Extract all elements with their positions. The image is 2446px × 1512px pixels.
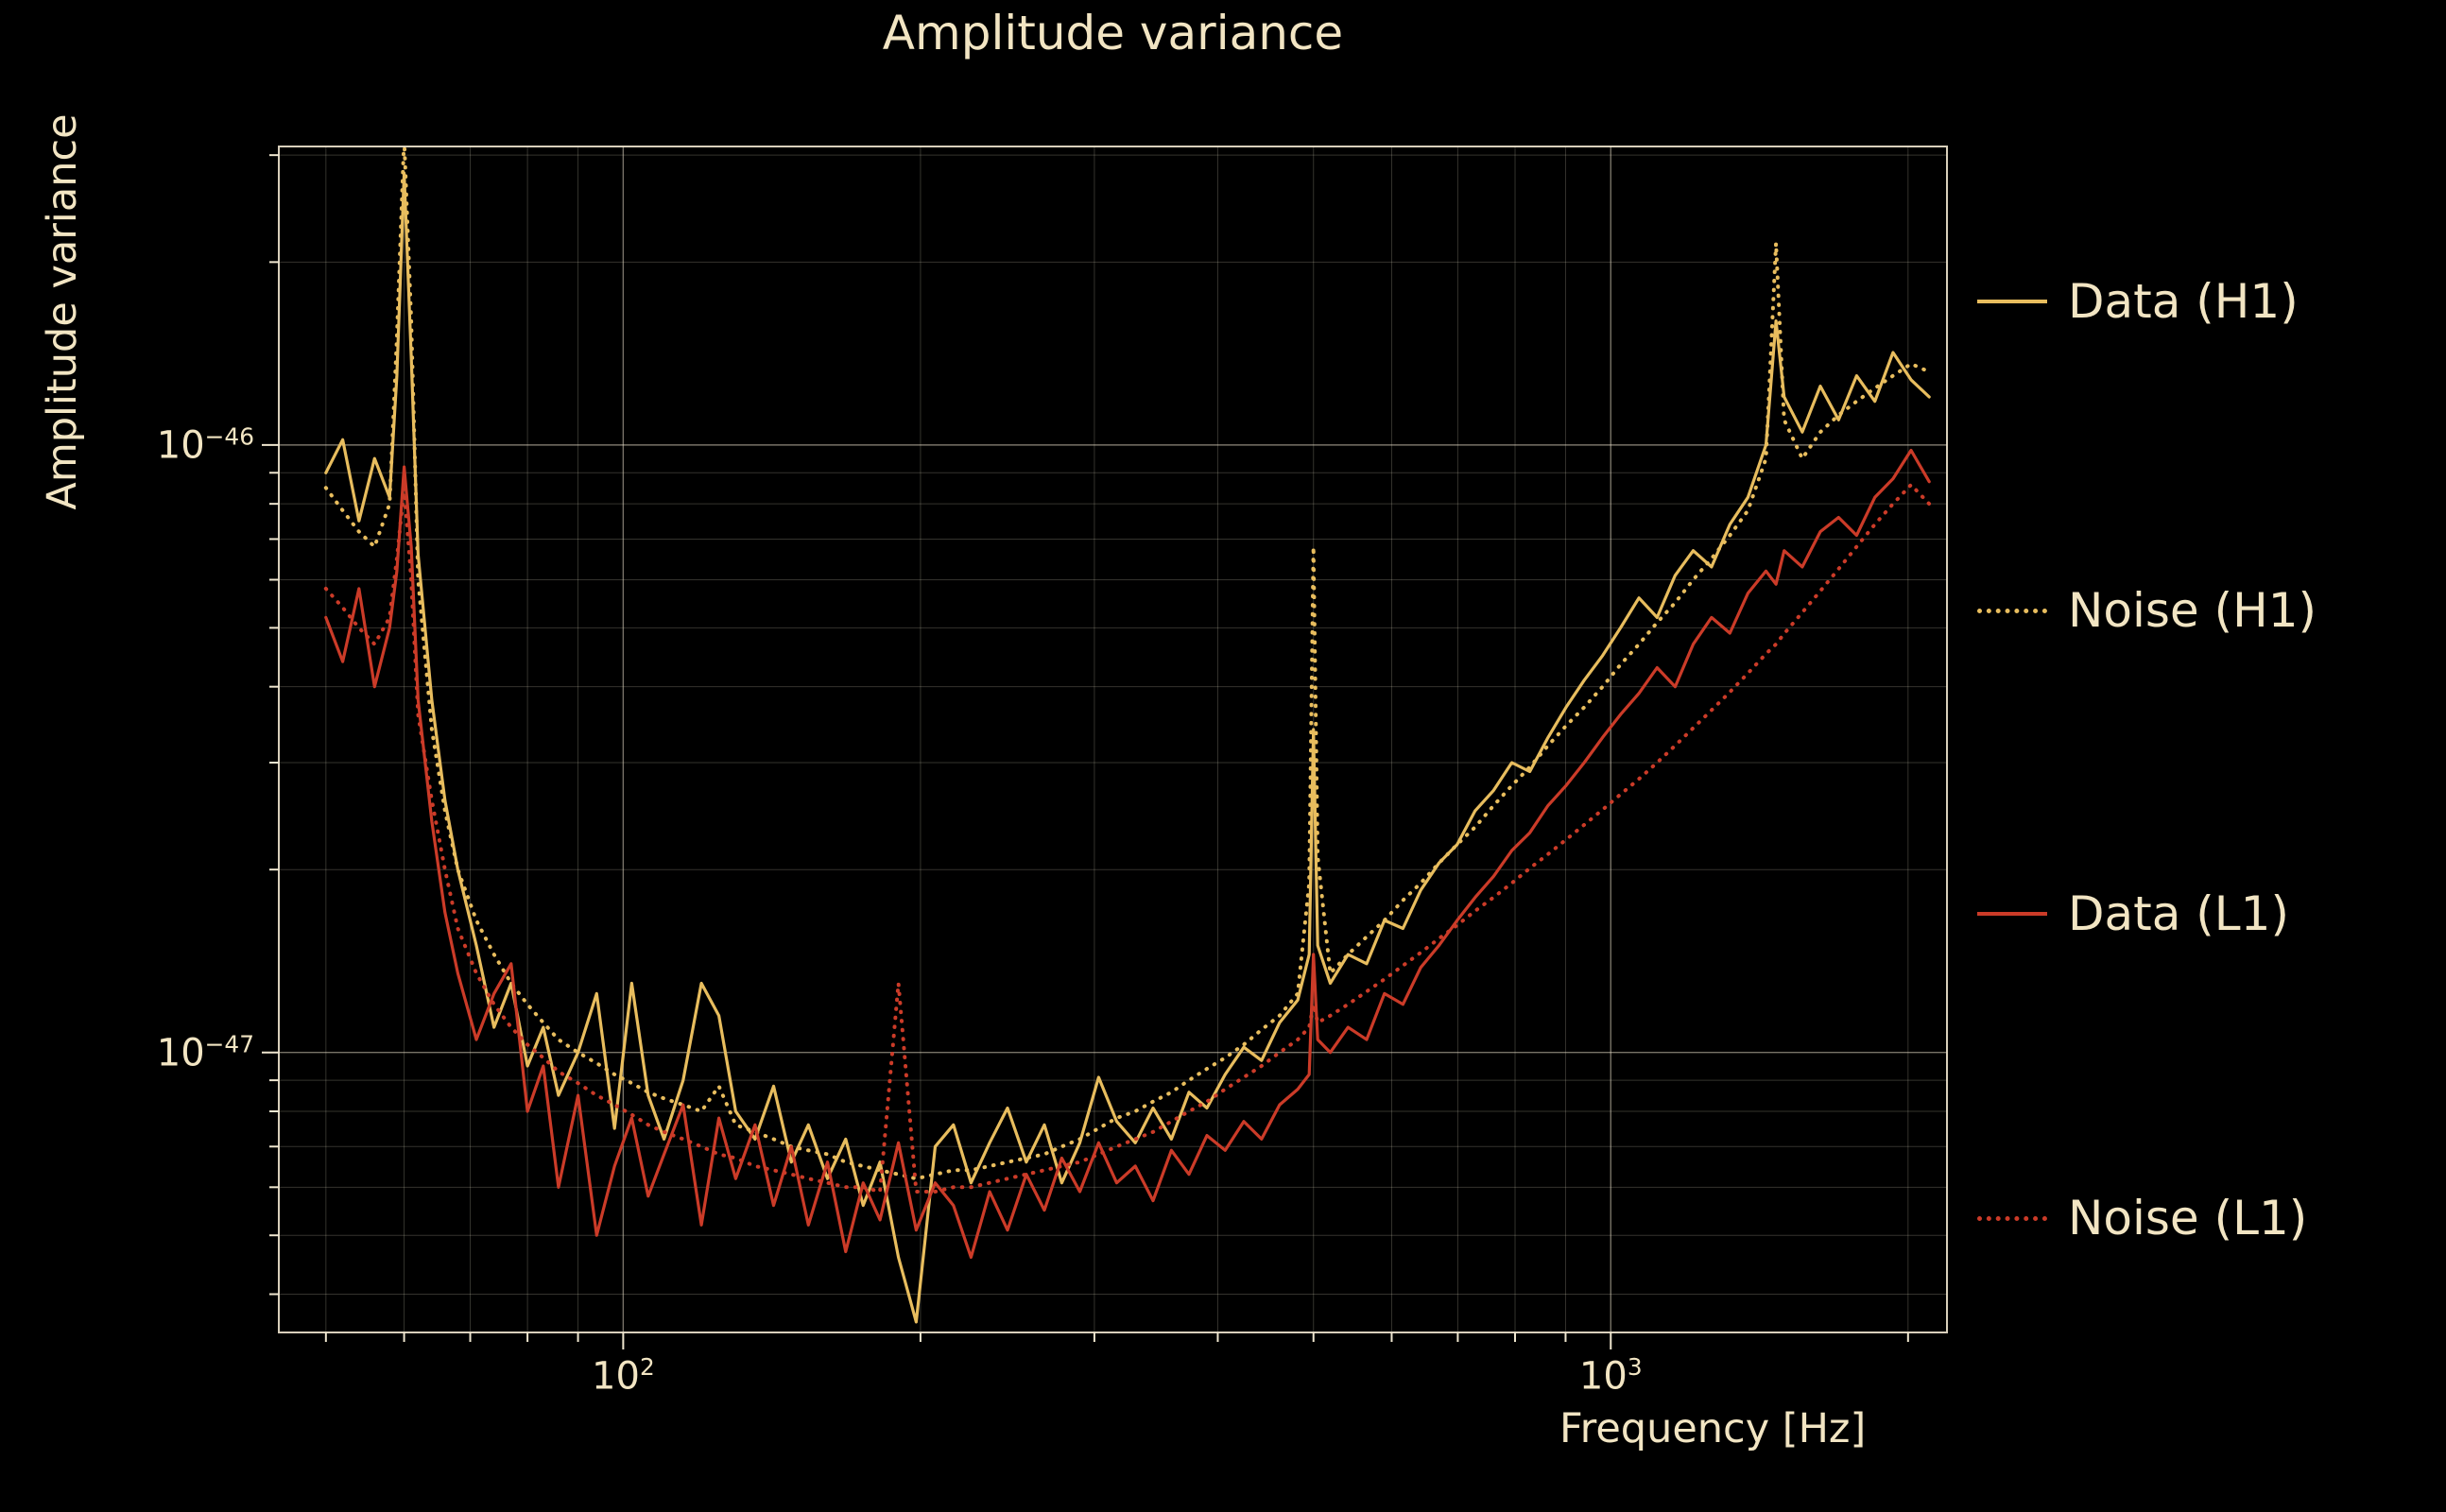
x-tick-label: 103 <box>1578 1353 1643 1399</box>
legend-label-data-h1: Data (H1) <box>2068 274 2299 329</box>
chart-title: Amplitude variance <box>882 6 1344 60</box>
legend-line-data-h1 <box>1977 300 2047 303</box>
legend-label-noise-l1: Noise (L1) <box>2068 1191 2308 1246</box>
series-lines <box>323 146 1932 1324</box>
legend-line-noise-l1 <box>1977 1215 2047 1221</box>
legend-item-noise-l1: Noise (L1) <box>1977 1189 2307 1247</box>
y-tick-label: 10−46 <box>156 422 254 468</box>
grid-lines <box>279 146 1947 1332</box>
legend-line-data-l1 <box>1977 912 2047 916</box>
legend-item-data-h1: Data (H1) <box>1977 272 2299 331</box>
series-line-data-l1 <box>324 448 1931 1260</box>
legend-item-data-l1: Data (L1) <box>1977 885 2289 943</box>
plot-border <box>278 146 1948 1333</box>
legend-line-noise-h1 <box>1977 608 2047 613</box>
x-axis-label: Frequency [Hz] <box>1559 1405 1867 1452</box>
tick-marks <box>262 154 1909 1349</box>
legend-label-data-l1: Data (L1) <box>2068 886 2289 941</box>
legend-item-noise-h1: Noise (H1) <box>1977 581 2317 640</box>
legend: Data (H1) Noise (H1) Data (L1) Noise (L1… <box>1977 0 2431 1512</box>
series-line-noise-l1 <box>323 483 1932 1194</box>
x-tick-label: 102 <box>592 1353 655 1399</box>
legend-label-noise-h1: Noise (H1) <box>2068 583 2317 638</box>
series-line-data-h1 <box>324 171 1931 1324</box>
y-tick-label: 10−47 <box>156 1030 254 1075</box>
